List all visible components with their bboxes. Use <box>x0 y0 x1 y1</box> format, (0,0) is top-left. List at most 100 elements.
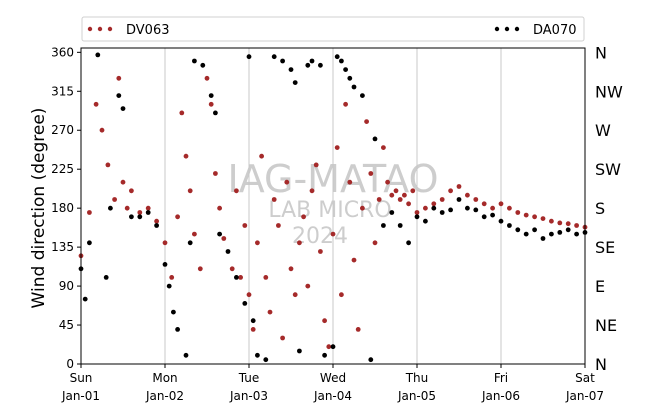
x-tick-label-date: Jan-05 <box>397 389 436 403</box>
data-point-da070 <box>397 223 403 228</box>
data-point-da070 <box>162 262 168 267</box>
data-point-da070 <box>523 231 529 237</box>
data-point-dv063 <box>93 101 99 107</box>
data-point-dv063 <box>192 231 197 237</box>
data-point-dv063 <box>385 179 390 185</box>
data-point-dv063 <box>549 218 554 224</box>
data-point-da070 <box>292 80 298 85</box>
data-point-da070 <box>200 62 206 68</box>
x-tick-label-day: Tue <box>238 371 260 385</box>
compass-label: NE <box>595 316 617 335</box>
data-point-dv063 <box>423 205 428 211</box>
data-point-da070 <box>414 214 420 220</box>
y-tick-label: 180 <box>51 201 74 215</box>
data-point-da070 <box>318 62 323 68</box>
x-tick-label-day: Sat <box>575 371 595 385</box>
data-point-da070 <box>145 210 151 215</box>
data-point-dv063 <box>406 201 411 207</box>
x-tick-label-date: Jan-07 <box>565 389 604 403</box>
data-point-da070 <box>242 301 248 306</box>
data-point-da070 <box>330 344 336 350</box>
data-point-da070 <box>360 93 365 98</box>
data-point-da070 <box>297 348 302 354</box>
legend-label-da070: DA070 <box>533 23 577 38</box>
data-point-dv063 <box>259 153 264 159</box>
data-point-dv063 <box>473 197 479 202</box>
data-point-dv063 <box>322 318 327 324</box>
data-point-da070 <box>423 218 428 224</box>
data-point-dv063 <box>318 249 323 254</box>
x-tick-label-date: Jan-03 <box>229 389 268 403</box>
data-point-dv063 <box>351 257 357 263</box>
data-point-dv063 <box>183 153 189 159</box>
data-point-dv063 <box>456 184 462 189</box>
data-point-da070 <box>305 62 311 68</box>
data-point-da070 <box>171 309 176 315</box>
data-point-da070 <box>507 223 512 228</box>
y-axis-label: Wind direction (degree) <box>29 108 49 309</box>
data-point-dv063 <box>410 188 416 194</box>
data-point-dv063 <box>465 192 470 198</box>
data-point-dv063 <box>414 210 420 215</box>
data-point-dv063 <box>397 197 403 202</box>
data-point-dv063 <box>221 236 227 241</box>
data-point-da070 <box>347 75 353 81</box>
data-point-da070 <box>288 67 294 72</box>
data-point-da070 <box>574 231 579 237</box>
data-point-da070 <box>225 249 231 254</box>
data-point-da070 <box>271 54 277 60</box>
data-point-dv063 <box>246 292 252 298</box>
data-point-dv063 <box>574 223 579 228</box>
data-point-dv063 <box>234 188 239 194</box>
data-point-dv063 <box>309 188 315 194</box>
y-tick-label: 45 <box>59 318 74 332</box>
data-point-dv063 <box>175 214 181 220</box>
data-point-dv063 <box>305 283 311 289</box>
data-point-dv063 <box>490 205 495 211</box>
data-point-da070 <box>87 240 92 246</box>
data-point-da070 <box>120 106 126 111</box>
data-point-da070 <box>490 212 495 218</box>
x-tick-label-day: Fri <box>494 371 508 385</box>
data-point-dv063 <box>532 214 537 220</box>
data-point-dv063 <box>347 179 353 185</box>
legend-entry-da070: DA070 <box>494 23 577 38</box>
data-point-dv063 <box>565 221 571 227</box>
data-point-dv063 <box>381 145 386 151</box>
data-point-da070 <box>465 205 470 211</box>
data-point-dv063 <box>129 188 134 194</box>
data-point-da070 <box>129 214 134 220</box>
data-point-da070 <box>192 58 197 64</box>
compass-label: E <box>595 277 605 296</box>
x-tick-label-day: Sun <box>70 371 93 385</box>
watermark-line-2: LAB MICRO <box>268 198 391 223</box>
data-point-da070 <box>166 283 172 289</box>
data-point-da070 <box>280 58 285 64</box>
compass-label: W <box>595 121 611 140</box>
data-point-dv063 <box>280 335 285 341</box>
data-point-da070 <box>187 240 193 246</box>
data-point-dv063 <box>368 171 374 176</box>
data-point-dv063 <box>213 171 218 176</box>
data-point-da070 <box>82 296 88 302</box>
data-point-dv063 <box>169 275 175 280</box>
data-point-dv063 <box>105 162 111 168</box>
y-tick-label: 0 <box>66 357 74 371</box>
data-point-da070 <box>557 230 563 235</box>
data-point-dv063 <box>204 75 210 81</box>
data-point-da070 <box>246 54 252 60</box>
data-point-dv063 <box>557 220 563 226</box>
data-point-da070 <box>103 275 109 280</box>
data-point-da070 <box>456 197 462 202</box>
data-point-da070 <box>108 205 113 211</box>
data-point-dv063 <box>481 201 487 207</box>
data-point-da070 <box>250 318 256 324</box>
data-point-dv063 <box>402 192 407 198</box>
data-point-da070 <box>473 207 479 213</box>
data-point-dv063 <box>334 145 340 151</box>
data-point-dv063 <box>197 266 203 272</box>
data-point-dv063 <box>360 205 365 211</box>
data-point-dv063 <box>292 292 298 298</box>
data-point-da070 <box>309 58 315 64</box>
